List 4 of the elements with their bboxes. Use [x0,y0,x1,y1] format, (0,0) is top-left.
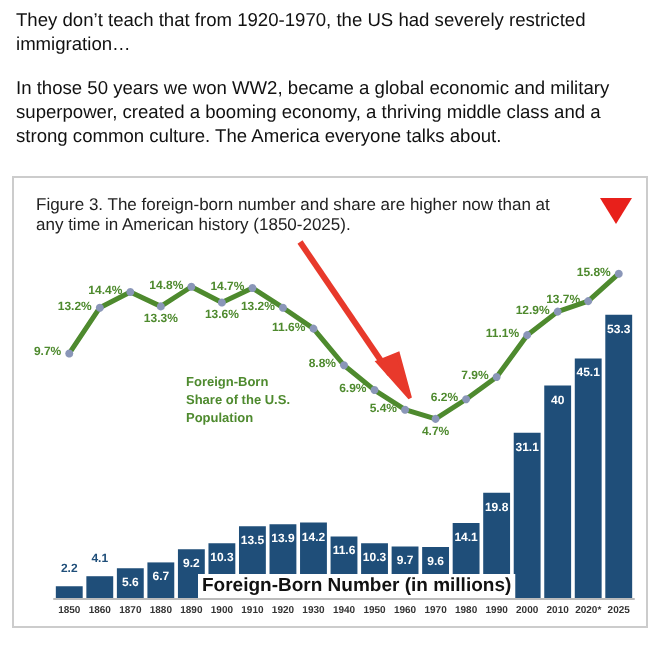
series-label: Foreign-Born Number (in millions) [202,575,512,597]
text: In those 50 years we won WW2, became a global economic and military superpower, created a booming economy, a thriving middle class and a strong common culture. The America everyone talks about. [16,76,612,148]
text: They don’t teach that from 1920-1970, the US had severely restricted immigration… [16,8,588,56]
chart-title: Figure 3. The foreign-born number and share are higher now than at any time in American history (1850-2025). [36,194,555,234]
